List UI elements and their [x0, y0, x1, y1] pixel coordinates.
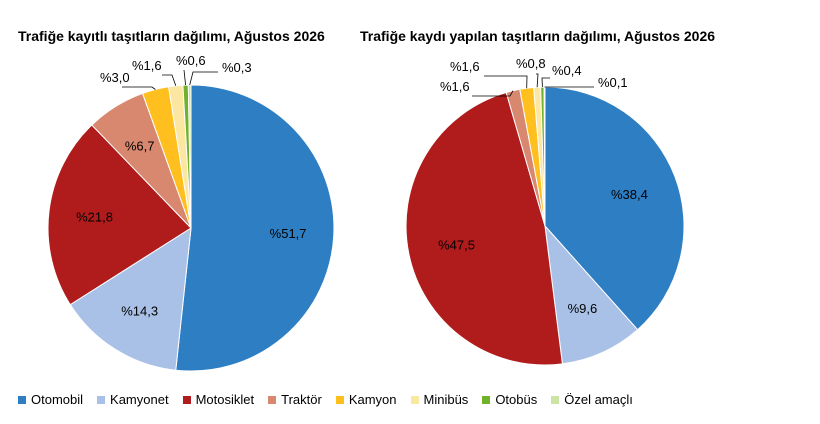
legend-label-kamyonet: Kamyonet — [110, 392, 169, 407]
data-label-new-motosiklet: %47,5 — [438, 237, 475, 252]
legend-item-kamyon: Kamyon — [335, 392, 397, 407]
legend-swatch-kamyonet — [97, 395, 106, 404]
leader-line-new-traktor — [472, 90, 514, 97]
leader-line-new-kamyon — [484, 75, 528, 89]
legend-label-traktor: Traktör — [281, 392, 322, 407]
data-label-new-kamyonet: %9,6 — [568, 301, 598, 316]
legend-item-ozel-amacli: Özel amaçlı — [551, 392, 633, 407]
chart-title-registered: Trafiğe kayıtlı taşıtların dağılımı, Ağu… — [18, 28, 325, 44]
legend-swatch-traktor — [268, 395, 277, 404]
legend-item-otomobil: Otomobil — [18, 392, 83, 407]
legend-item-otobus: Otobüs — [482, 392, 537, 407]
legend-swatch-minibus — [410, 395, 419, 404]
data-label-new-ozel-amacli: %0,1 — [598, 75, 628, 90]
data-label-registered-motosiklet: %21,8 — [76, 209, 113, 224]
data-label-new-otomobil: %38,4 — [611, 187, 648, 202]
leader-line-new-minibus — [536, 73, 539, 88]
legend-item-minibus: Minibüs — [410, 392, 469, 407]
chart-title-new-registrations: Trafiğe kaydı yapılan taşıtların dağılım… — [360, 28, 716, 44]
data-label-registered-otobus: %0,6 — [176, 53, 206, 68]
pie-slice-registered-ozel-amacli — [187, 84, 192, 229]
legend-label-minibus: Minibüs — [423, 392, 469, 407]
pie-slice-new-kamyonet — [544, 224, 639, 365]
legend-swatch-otobus — [482, 395, 491, 404]
leader-line-registered-minibus — [162, 74, 177, 86]
data-label-registered-otomobil: %51,7 — [270, 226, 307, 241]
leader-line-registered-ozel-amacli — [189, 71, 218, 86]
data-label-new-otobus: %0,4 — [552, 63, 582, 78]
legend-item-traktor: Traktör — [268, 392, 322, 407]
data-label-registered-kamyonet: %14,3 — [121, 304, 158, 319]
legend-item-motosiklet: Motosiklet — [182, 392, 255, 407]
data-label-new-traktor: %1,6 — [440, 79, 470, 94]
legend-swatch-motosiklet — [182, 395, 191, 404]
leader-line-registered-otobus — [183, 69, 186, 86]
legend-label-kamyon: Kamyon — [348, 392, 397, 407]
data-label-registered-traktor: %6,7 — [125, 138, 155, 153]
legend-label-otomobil: Otomobil — [31, 392, 84, 407]
data-label-registered-kamyon: %3,0 — [100, 70, 130, 85]
data-label-new-kamyon: %1,6 — [450, 59, 480, 74]
pie-slice-registered-otomobil — [175, 84, 335, 372]
legend: Otomobil Kamyonet Motosiklet Traktör Kam… — [18, 392, 647, 407]
leader-line-new-otobus — [541, 77, 550, 88]
legend-swatch-ozel-amacli — [551, 395, 560, 404]
leader-line-registered-kamyon — [122, 86, 156, 90]
data-label-new-minibus: %0,8 — [516, 56, 546, 71]
legend-swatch-otomobil — [18, 395, 26, 404]
legend-item-kamyonet: Kamyonet — [97, 392, 169, 407]
pie-slice-registered-motosiklet — [47, 124, 192, 306]
pie-slice-new-motosiklet — [405, 91, 563, 366]
data-label-registered-ozel-amacli: %0,3 — [222, 60, 252, 75]
legend-swatch-kamyon — [335, 395, 344, 404]
pie-slice-new-otomobil — [544, 86, 685, 331]
legend-label-ozel-amacli: Özel amaçlı — [564, 392, 633, 407]
data-label-registered-minibus: %1,6 — [132, 58, 162, 73]
legend-label-otobus: Otobüs — [495, 392, 538, 407]
pie-slice-registered-kamyonet — [69, 227, 192, 371]
legend-label-motosiklet: Motosiklet — [195, 392, 255, 407]
